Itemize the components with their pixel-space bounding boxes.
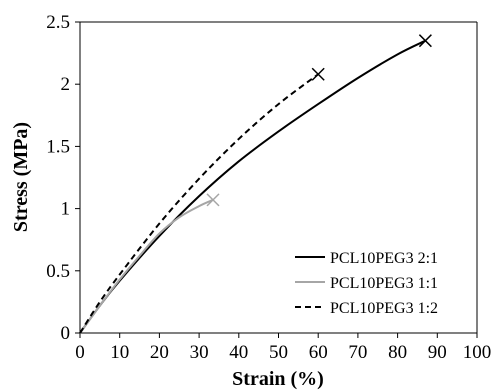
series-line-3 — [79, 73, 319, 334]
x-tick-label: 60 — [309, 342, 328, 363]
y-tick-label: 2.5 — [46, 12, 70, 33]
ticks: 0 10 20 30 40 50 60 70 80 90 100 0 0.5 1 1.5 2 2.5 — [46, 12, 491, 363]
x-tick-label: 20 — [150, 342, 169, 363]
x-tick-label: 90 — [428, 342, 447, 363]
y-axis-title: Stress (MPa) — [10, 122, 32, 232]
x-axis-title: Strain (%) — [232, 368, 324, 390]
y-tick-label: 1 — [61, 199, 71, 220]
x-tick-label: 80 — [388, 342, 407, 363]
legend: PCL10PEG3 2:1 PCL10PEG3 1:1 PCL10PEG3 1:2 — [295, 250, 438, 317]
x-tick-label: 40 — [229, 342, 248, 363]
x-tick-label: 0 — [75, 342, 85, 363]
series — [79, 34, 432, 334]
y-tick-label: 2 — [61, 74, 71, 95]
legend-label: PCL10PEG3 2:1 — [330, 250, 438, 267]
x-tick-label: 10 — [110, 342, 129, 363]
series-end-marker — [206, 193, 220, 207]
y-tick-label: 0 — [61, 323, 71, 344]
series-end-marker — [311, 67, 325, 81]
legend-label: PCL10PEG3 1:1 — [330, 275, 438, 292]
series-end-marker — [418, 34, 432, 48]
x-tick-label: 30 — [190, 342, 209, 363]
series-line-2 — [79, 198, 214, 334]
legend-label: PCL10PEG3 1:2 — [330, 300, 438, 317]
y-tick-label: 1.5 — [46, 136, 70, 157]
x-tick-label: 100 — [463, 342, 492, 363]
y-tick-label: 0.5 — [46, 261, 70, 282]
x-tick-label: 50 — [269, 342, 288, 363]
x-tick-label: 70 — [348, 342, 367, 363]
